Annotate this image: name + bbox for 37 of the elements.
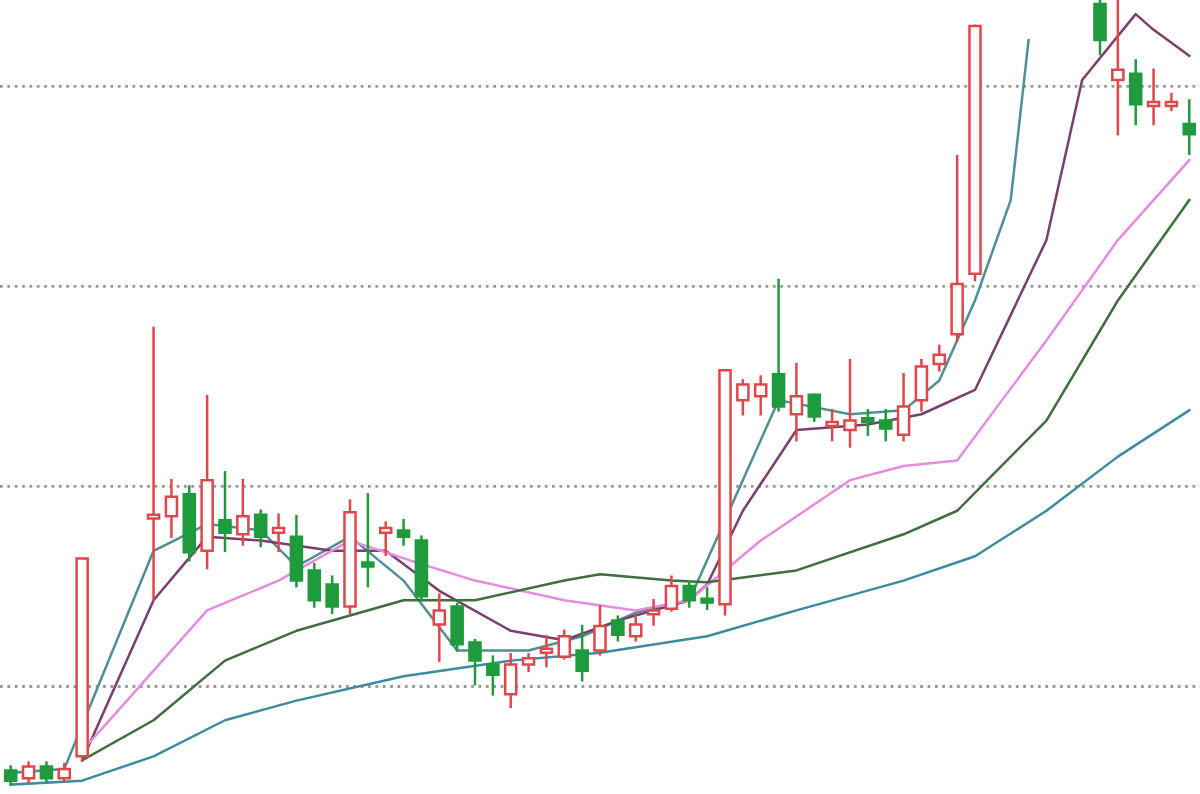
candlestick [1164,92,1179,112]
candlestick [146,326,161,602]
candlestick [1128,59,1143,126]
candlestick [503,653,518,709]
candlestick [253,509,268,548]
candlestick [789,362,804,442]
candlestick [521,653,536,673]
candlestick [414,535,429,602]
candlestick [682,580,697,608]
candlestick [771,278,786,412]
candlestick [307,562,322,608]
candlestick [539,635,554,668]
candlestick [664,575,679,612]
candlestick [432,593,447,662]
candlestick [361,493,375,588]
candlestick [164,478,179,538]
candlestick [271,513,286,553]
candlestick [914,358,929,412]
candlestick [646,598,661,626]
candlestick [182,485,197,562]
candlestick [932,344,947,372]
candlestick [289,515,304,588]
candlestick [878,409,893,442]
candlestick [557,629,572,660]
candlestick [1111,0,1125,136]
candlestick [753,375,768,416]
candlestick [896,373,911,442]
candlestick [39,761,54,784]
candlestick [396,518,411,546]
candlestick [1146,68,1161,126]
candlestick [21,761,36,784]
candlestick [1182,99,1197,156]
candlestick [218,471,232,553]
candlestick [57,762,72,782]
candlestick [628,615,643,642]
candlestick [378,521,393,556]
candlestick [3,765,18,786]
